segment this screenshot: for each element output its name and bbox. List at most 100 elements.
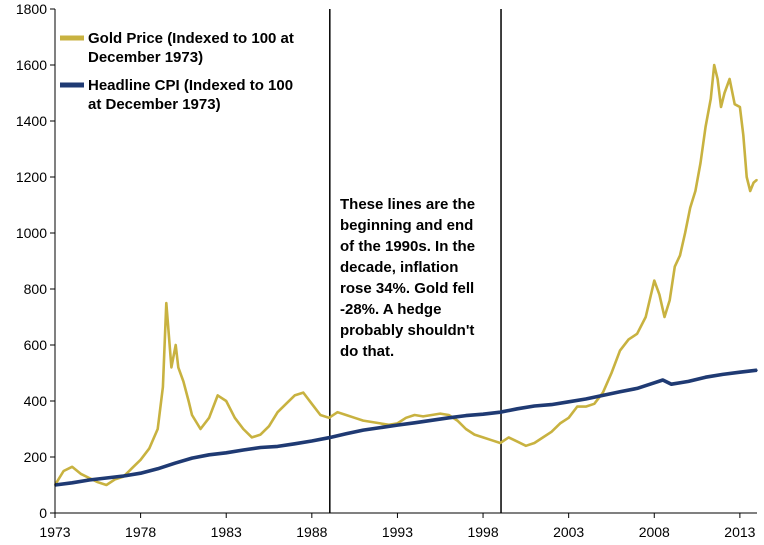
gold-price-point — [742, 134, 745, 136]
series-lines — [53, 63, 758, 487]
gold-price-point — [379, 422, 382, 425]
gold-price-point — [413, 414, 416, 416]
gold-price-point — [311, 403, 313, 405]
y-tick-label: 0 — [39, 505, 47, 521]
headline-cpi-point — [619, 390, 621, 393]
headline-cpi-point — [225, 452, 228, 454]
gold-price-point — [593, 403, 596, 405]
annotation-line-2: beginning and end — [340, 217, 473, 234]
headline-cpi-point — [533, 405, 536, 407]
gold-price-point — [533, 442, 536, 444]
gold-price-point — [653, 279, 656, 282]
gold-price-point — [259, 433, 262, 436]
gold-price-point — [319, 414, 322, 416]
decade-marker-lines — [329, 9, 502, 513]
headline-cpi-point — [413, 422, 416, 424]
gold-price-point — [131, 467, 133, 470]
headline-cpi-point — [662, 379, 664, 381]
headline-cpi-point — [311, 440, 313, 442]
gold-price-point — [542, 436, 544, 439]
gold-price-point — [97, 481, 99, 484]
headline-cpi-point — [276, 445, 279, 448]
y-tick-label: 1800 — [16, 1, 47, 17]
gold-price-point — [345, 414, 347, 416]
y-tick-label: 1600 — [16, 57, 47, 73]
gold-price-point — [684, 232, 686, 234]
gold-price-point — [745, 176, 748, 178]
y-tick-label: 1000 — [16, 225, 47, 241]
gold-price-point — [674, 265, 676, 268]
gold-price-point — [276, 411, 279, 414]
gold-price-point — [713, 64, 715, 66]
headline-cpi-point — [670, 383, 673, 386]
headline-cpi-point — [687, 380, 690, 383]
annotation-line-7: probably shouldn't — [340, 322, 474, 339]
gold-price-point — [79, 473, 82, 475]
y-tick-label: 1400 — [16, 113, 47, 129]
gold-price-line — [53, 63, 758, 487]
headline-cpi-point — [584, 398, 587, 400]
headline-cpi-point — [259, 446, 262, 449]
headline-cpi-point — [430, 419, 433, 422]
gold-price-point — [465, 428, 467, 430]
gold-price-point — [473, 433, 476, 436]
gold-price-point — [499, 442, 501, 444]
gold-price-point — [162, 386, 164, 388]
gold-price-point — [225, 400, 228, 402]
annotation-line-6: -28%. A hedge — [340, 301, 441, 318]
gold-price-point — [62, 470, 65, 472]
gold-price-point — [105, 484, 108, 486]
gold-price-point — [704, 125, 707, 128]
gold-price-point — [728, 78, 731, 80]
headline-cpi-point — [105, 477, 108, 479]
gold-price-point — [482, 436, 484, 439]
headline-cpi-point — [721, 373, 724, 376]
annotation-line-8: do that. — [340, 343, 394, 360]
gold-price-point — [165, 302, 168, 304]
headline-cpi-point — [88, 479, 91, 481]
x-tick-label: 1983 — [211, 524, 242, 540]
headline-cpi-point — [739, 371, 741, 373]
gold-price-point — [170, 366, 173, 369]
headline-cpi-point — [174, 462, 176, 464]
headline-cpi-point — [653, 382, 656, 384]
y-tick-label: 200 — [24, 449, 48, 465]
headline-cpi-point — [71, 481, 73, 484]
gold-price-point — [216, 394, 219, 397]
gold-price-point — [610, 372, 613, 374]
headline-cpi-point — [499, 411, 501, 414]
gold-price-point — [439, 412, 442, 415]
gold-price-point — [694, 190, 697, 192]
gold-price-point — [191, 414, 193, 416]
gold-price-point — [268, 425, 270, 428]
headline-cpi-point — [242, 449, 245, 451]
gold-price-point — [720, 106, 722, 108]
gold-price-point — [362, 419, 364, 422]
gold-price-point — [716, 78, 719, 80]
headline-cpi-point — [156, 467, 159, 470]
gold-price-point — [242, 428, 245, 430]
gold-price-point — [148, 447, 150, 450]
annotation-line-5: rose 34%. Gold fell — [340, 280, 474, 297]
gold-price-point — [559, 422, 561, 425]
gold-price-point — [602, 391, 604, 394]
headline-cpi-point — [345, 432, 347, 435]
gold-price-point — [525, 445, 527, 447]
gold-price-point — [199, 428, 202, 430]
headline-cpi-point — [122, 475, 125, 477]
headline-cpi-point — [293, 443, 296, 445]
headline-cpi-point — [550, 403, 553, 406]
gold-price-point — [752, 181, 755, 184]
annotation-line-4: decade, inflation — [340, 259, 458, 276]
gold-price-point — [689, 207, 692, 209]
gold-price-point — [709, 97, 712, 100]
y-axis-ticks: 0 200 400 600 800 1000 1200 1400 1600 1800 — [16, 1, 55, 521]
gold-price-point — [156, 428, 159, 430]
y-tick-label: 800 — [24, 281, 48, 297]
gold-price-point — [749, 190, 751, 192]
x-tick-label: 1988 — [296, 524, 327, 540]
gold-price-point — [71, 466, 73, 468]
headline-cpi-point — [465, 414, 467, 417]
x-tick-label: 2003 — [553, 524, 584, 540]
